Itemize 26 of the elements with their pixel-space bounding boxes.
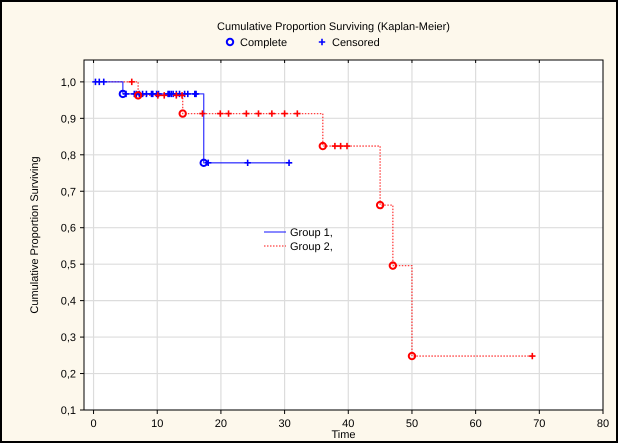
y-tick-label: 0,4 bbox=[60, 296, 76, 308]
x-tick-label: 60 bbox=[470, 418, 482, 430]
y-tick-label: 1,0 bbox=[60, 76, 76, 89]
legend-label: Censored bbox=[332, 37, 380, 49]
x-tick-label: 70 bbox=[533, 418, 546, 430]
x-tick-label: 50 bbox=[406, 418, 418, 430]
y-tick-label: 0,3 bbox=[60, 332, 76, 344]
y-tick-label: 0,6 bbox=[60, 222, 76, 235]
y-axis-title: Cumulative Proportion Surviving bbox=[29, 156, 41, 314]
x-tick-label: 10 bbox=[151, 418, 164, 430]
legend-label: Complete bbox=[240, 37, 288, 49]
y-tick-label: 0,5 bbox=[60, 259, 76, 272]
y-tick-label: 0,8 bbox=[60, 150, 76, 162]
y-tick-label: 0,2 bbox=[60, 368, 76, 381]
legend-label: Group 2, bbox=[290, 241, 333, 253]
x-tick-label: 30 bbox=[278, 418, 291, 430]
x-tick-label: 0 bbox=[90, 418, 97, 430]
y-tick-label: 0,7 bbox=[60, 186, 76, 198]
chart-title: Cumulative Proportion Surviving (Kaplan-Meier) bbox=[217, 21, 450, 33]
x-axis-title: Time bbox=[331, 429, 356, 441]
x-tick-label: 80 bbox=[596, 418, 610, 430]
x-tick-label: 40 bbox=[342, 418, 354, 430]
x-tick-label: 20 bbox=[214, 418, 228, 430]
y-tick-label: 0,1 bbox=[60, 405, 76, 417]
legend-label: Group 1, bbox=[290, 227, 333, 239]
y-tick-label: 0,9 bbox=[60, 113, 76, 126]
